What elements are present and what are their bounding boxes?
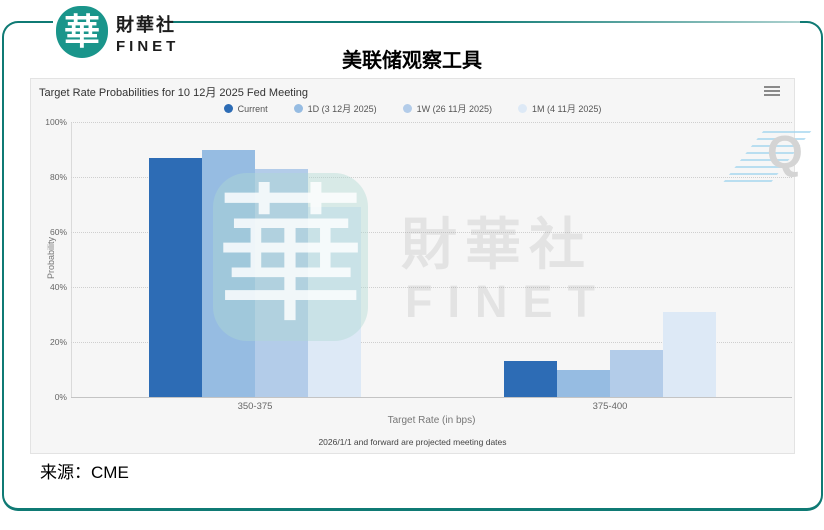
hamburger-menu-icon[interactable] [764, 86, 780, 98]
frame-border-fade [470, 19, 800, 26]
legend-item[interactable]: 1W (26 11月 2025) [402, 102, 493, 115]
finet-logo-icon: 華 [56, 6, 108, 58]
y-tick-label: 80% [49, 172, 67, 182]
y-axis-line [71, 122, 72, 397]
legend-item[interactable]: 1M (4 11月 2025) [518, 102, 601, 115]
logo-name-zh: 財華社 [116, 15, 176, 35]
logo-text: 財華社 FINET [116, 11, 179, 55]
y-tick-label: 0% [54, 392, 67, 402]
legend-item[interactable]: Current [223, 103, 268, 114]
legend-dot-icon [518, 104, 528, 113]
x-axis-line [71, 397, 792, 398]
bar-current-350-375[interactable] [149, 157, 202, 397]
chart-title: Target Rate Probabilities for 10 12月 202… [39, 87, 309, 99]
page-title: 美联储观察工具 [342, 50, 482, 72]
chart-footnote: 2026/1/1 and forward are projected meeti… [318, 437, 507, 447]
logo-name-en: FINET [116, 38, 180, 55]
gridline-80 [71, 177, 792, 178]
legend-label: Current [237, 103, 268, 114]
y-tick-label: 20% [49, 337, 67, 347]
legend-dot-icon [223, 104, 233, 113]
bar-1w-350-375[interactable] [255, 168, 308, 397]
finet-text-watermark: 財華社 FINET [401, 213, 610, 327]
legend-label: 1M (4 11月 2025) [532, 104, 602, 114]
gridline-40 [71, 287, 792, 288]
legend-dot-icon [402, 104, 412, 113]
x-axis-title: Target Rate (in bps) [387, 415, 476, 426]
bar-1m-375-400[interactable] [663, 311, 716, 397]
page-border-frame [2, 21, 823, 511]
chart-legend: Current 1D (3 12月 2025) 1W (26 11月 2025) 1M… [31, 102, 794, 115]
bar-1d-375-400[interactable] [557, 369, 610, 397]
finet-watermark-zh: 財華社 [401, 213, 593, 276]
gridline-20 [71, 342, 792, 343]
bar-1m-350-375[interactable] [308, 207, 361, 397]
logo-glyph: 華 [63, 11, 100, 53]
y-tick-label: 60% [49, 227, 67, 237]
legend-item[interactable]: 1D (3 12月 2025) [293, 102, 377, 115]
gridline-100 [71, 122, 792, 123]
y-tick-label: 100% [45, 117, 67, 127]
finet-watermark-en: FINET [405, 276, 610, 327]
x-tick-label: 350-375 [237, 401, 273, 412]
y-tick-label: 40% [49, 282, 67, 292]
legend-dot-icon [293, 104, 303, 113]
legend-label: 1W (26 11月 2025) [416, 104, 493, 114]
bar-1w-375-400[interactable] [610, 350, 663, 397]
bar-1d-350-375[interactable] [202, 149, 255, 397]
bar-current-375-400[interactable] [504, 361, 557, 397]
fedwatch-chart-card: Target Rate Probabilities for 10 12月 202… [30, 78, 812, 454]
x-tick-label: 375-400 [592, 401, 628, 412]
gridline-60 [71, 232, 792, 233]
source-text: 来源：CME [40, 463, 129, 482]
y-axis-title: Probability [46, 236, 56, 280]
legend-label: 1D (3 12月 2025) [307, 104, 377, 114]
